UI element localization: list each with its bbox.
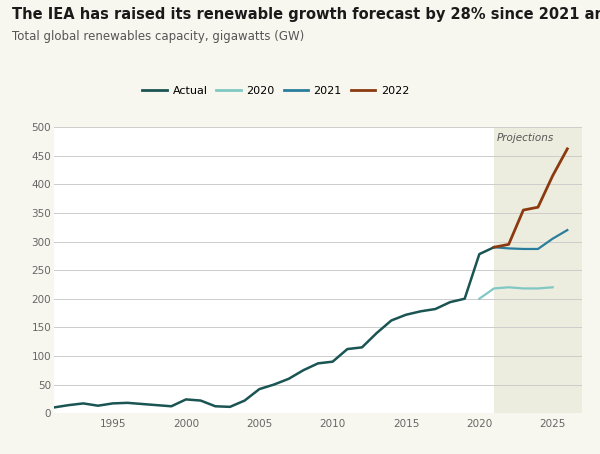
Text: The IEA has raised its renewable growth forecast by 28% since 2021 and by 76% si: The IEA has raised its renewable growth … — [12, 7, 600, 22]
Bar — [494, 127, 582, 413]
Legend: Actual, 2020, 2021, 2022: Actual, 2020, 2021, 2022 — [138, 81, 413, 100]
Text: Total global renewables capacity, gigawatts (GW): Total global renewables capacity, gigawa… — [12, 30, 304, 43]
Text: Projections: Projections — [497, 133, 554, 143]
